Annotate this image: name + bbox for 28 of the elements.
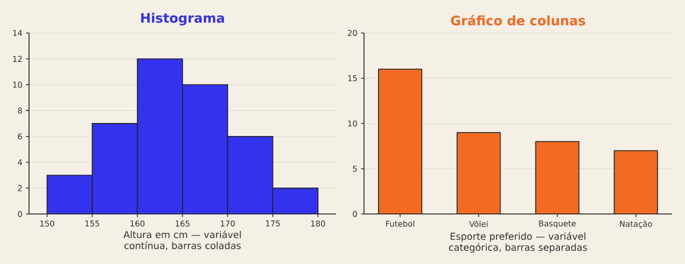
y-tick-label: 0 bbox=[18, 210, 22, 218]
x-tick-label: 155 bbox=[85, 220, 100, 226]
chart-title: Gráfico de colunas bbox=[450, 14, 586, 26]
y-tick-label: 15 bbox=[348, 75, 357, 82]
y-tick-label: 6 bbox=[18, 133, 22, 140]
x-tick-label: 160 bbox=[130, 220, 144, 227]
y-tick-label: 10 bbox=[13, 82, 22, 88]
x-tick-label: 175 bbox=[266, 220, 280, 226]
y-tick-label: 8 bbox=[18, 108, 22, 114]
y-tick-label: 4 bbox=[18, 159, 22, 166]
x-axis-title: Altura em cm — variável contínua, barras coladas bbox=[123, 230, 241, 250]
y-tick-label: 20 bbox=[348, 30, 357, 36]
x-tick-label: Basquete bbox=[539, 220, 576, 228]
x-tick-label: Futebol bbox=[386, 220, 414, 227]
x-tick-label: 165 bbox=[176, 220, 190, 227]
x-tick-label: Vôlei bbox=[469, 220, 488, 228]
y-tick-label: 0 bbox=[352, 210, 357, 218]
x-tick-label: 150 bbox=[40, 220, 54, 227]
x-tick-label: 180 bbox=[311, 220, 326, 227]
x-axis-title: Esporte preferido — variável categórica, barras separadas bbox=[449, 232, 587, 253]
y-tick-label: 5 bbox=[352, 166, 357, 172]
y-tick-label: 12 bbox=[13, 56, 22, 62]
x-tick-label: 170 bbox=[220, 220, 235, 227]
y-tick-label: 10 bbox=[348, 120, 357, 127]
y-tick-label: 14 bbox=[13, 30, 22, 36]
x-tick-label: Natação bbox=[620, 220, 652, 228]
chart-title: Histograma bbox=[141, 12, 224, 26]
y-tick-label: 2 bbox=[18, 185, 22, 192]
